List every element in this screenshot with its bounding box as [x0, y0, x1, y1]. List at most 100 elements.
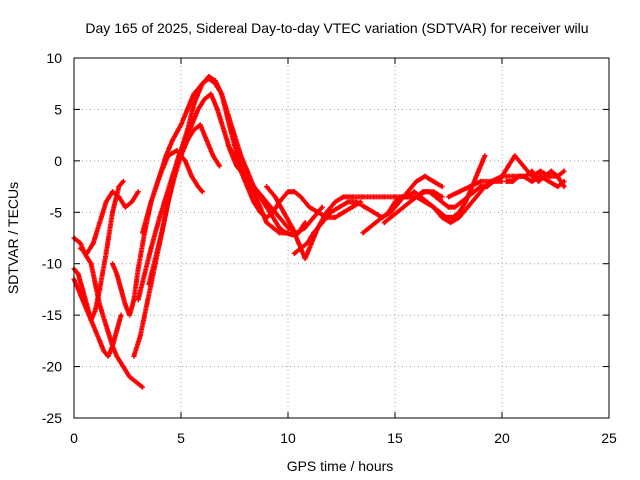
- series-15: [413, 153, 567, 226]
- data-point: [114, 353, 120, 359]
- data-point: [542, 173, 548, 179]
- data-point: [270, 209, 276, 215]
- data-point: [285, 189, 291, 195]
- data-point: [122, 204, 128, 210]
- y-tick-label: -10: [42, 256, 62, 272]
- data-point: [129, 199, 135, 205]
- data-point: [251, 184, 257, 190]
- data-point: [386, 209, 392, 215]
- data-point: [336, 204, 342, 210]
- data-point: [433, 194, 439, 200]
- data-point: [345, 199, 351, 205]
- data-point: [178, 122, 184, 128]
- y-tick-label: 5: [54, 101, 62, 117]
- data-point: [456, 214, 462, 220]
- y-tick-label: 10: [46, 50, 62, 66]
- data-point: [116, 194, 122, 200]
- data-point: [311, 230, 317, 236]
- data-point: [523, 173, 529, 179]
- series-2: [71, 266, 124, 359]
- data-point: [411, 189, 417, 195]
- data-point: [465, 194, 471, 200]
- data-point: [296, 240, 302, 246]
- data-point: [304, 240, 310, 246]
- data-point: [520, 163, 526, 169]
- data-point: [413, 194, 419, 200]
- grid: [74, 58, 609, 418]
- data-point: [319, 220, 325, 226]
- data-point: [144, 302, 150, 308]
- data-point: [191, 91, 197, 97]
- data-point: [84, 307, 90, 313]
- data-point: [114, 328, 120, 334]
- series-10: [225, 142, 364, 220]
- data-point: [405, 189, 411, 195]
- data-point: [283, 230, 289, 236]
- series-9: [139, 148, 205, 236]
- data-point: [362, 204, 368, 210]
- data-point: [555, 173, 561, 179]
- data-point: [184, 106, 190, 112]
- data-point: [110, 189, 116, 195]
- data-point: [219, 91, 225, 97]
- data-point: [80, 297, 86, 303]
- data-point: [516, 173, 522, 179]
- data-point: [118, 286, 124, 292]
- data-point: [478, 178, 484, 184]
- data-point: [189, 122, 195, 128]
- data-point: [110, 343, 116, 349]
- data-point: [431, 178, 437, 184]
- data-point: [127, 374, 133, 380]
- data-point: [152, 256, 158, 262]
- data-point: [225, 142, 231, 148]
- x-tick-label: 20: [494, 430, 510, 446]
- data-point: [458, 199, 464, 205]
- data-point: [148, 245, 154, 251]
- data-point: [371, 209, 377, 215]
- data-point: [88, 261, 94, 267]
- data-point: [139, 384, 145, 390]
- data-point: [315, 209, 321, 215]
- data-point: [251, 199, 257, 205]
- data-point: [264, 184, 270, 190]
- data-point: [538, 168, 544, 174]
- data-point: [191, 101, 197, 107]
- data-point: [349, 194, 355, 200]
- data-point: [529, 178, 535, 184]
- data-point: [473, 194, 479, 200]
- data-point: [221, 127, 227, 133]
- data-point: [137, 333, 143, 339]
- data-point: [488, 178, 494, 184]
- data-point: [439, 199, 445, 205]
- data-point: [92, 281, 98, 287]
- data-point: [148, 199, 154, 205]
- data-point: [214, 106, 220, 112]
- data-point: [394, 209, 400, 215]
- data-point: [561, 168, 567, 174]
- data-point: [360, 230, 366, 236]
- data-point: [257, 209, 263, 215]
- data-point: [272, 194, 278, 200]
- data-point: [195, 106, 201, 112]
- data-point: [388, 214, 394, 220]
- data-point: [105, 353, 111, 359]
- data-point: [244, 184, 250, 190]
- data-point: [97, 220, 103, 226]
- data-point: [302, 225, 308, 231]
- data-point: [298, 245, 304, 251]
- data-point: [189, 173, 195, 179]
- data-point: [172, 173, 178, 179]
- data-point: [478, 184, 484, 190]
- x-tick-label: 15: [387, 430, 403, 446]
- series-3: [71, 178, 126, 323]
- data-point: [306, 204, 312, 210]
- data-point: [499, 173, 505, 179]
- axis-ticks: 0 5 10 15 20 25 -25 -20 -15 -10 -5 0 5 10: [42, 50, 617, 446]
- data-point: [475, 168, 481, 174]
- data-point: [529, 168, 535, 174]
- plot-frame: [73, 57, 610, 419]
- data-point: [561, 184, 567, 190]
- data-point: [135, 266, 141, 272]
- data-point: [353, 199, 359, 205]
- series-12: [291, 173, 445, 256]
